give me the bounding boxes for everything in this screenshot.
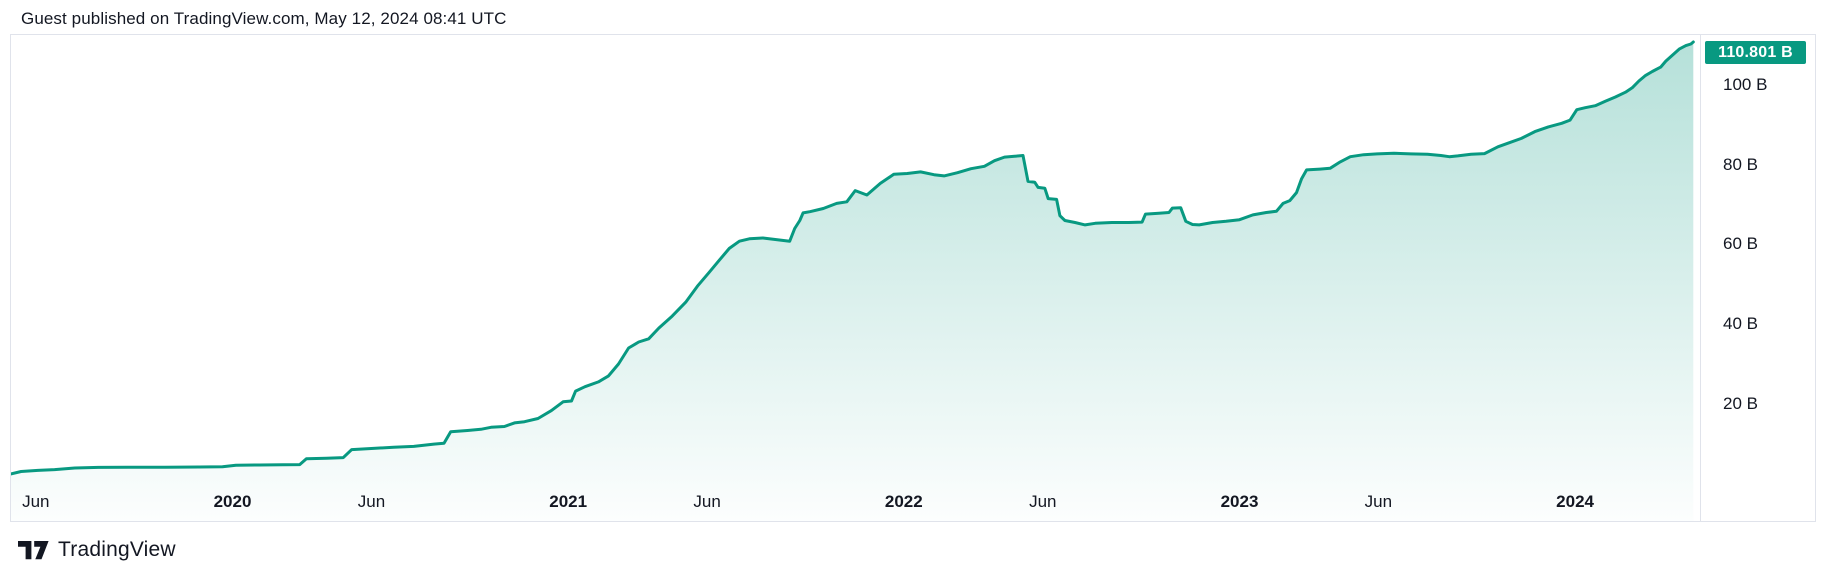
attribution-text: Guest published on TradingView.com, May …	[21, 9, 507, 28]
area-chart[interactable]	[11, 35, 1700, 521]
chart-panel: Jun 2020 Jun 2021 Jun 2022 Jun 2023 Jun 2024 110.…	[10, 34, 1816, 522]
y-tick-label: 60 B	[1723, 234, 1758, 254]
footer-branding: TradingView	[18, 538, 176, 562]
y-tick-label: 20 B	[1723, 393, 1758, 413]
tradingview-logo-icon[interactable]	[18, 540, 49, 560]
price-line	[11, 40, 1695, 476]
y-tick-label: 80 B	[1723, 154, 1758, 174]
area-fill	[11, 42, 1694, 521]
brand-name: TradingView	[58, 538, 176, 561]
y-tick-label: 100 B	[1723, 75, 1768, 94]
y-tick-label: 40 B	[1723, 314, 1758, 334]
y-axis[interactable]: 110.801 B 100 B 80 B 60 B 40 B 20 B	[1700, 35, 1815, 521]
last-price-badge: 110.801 B	[1705, 41, 1806, 64]
